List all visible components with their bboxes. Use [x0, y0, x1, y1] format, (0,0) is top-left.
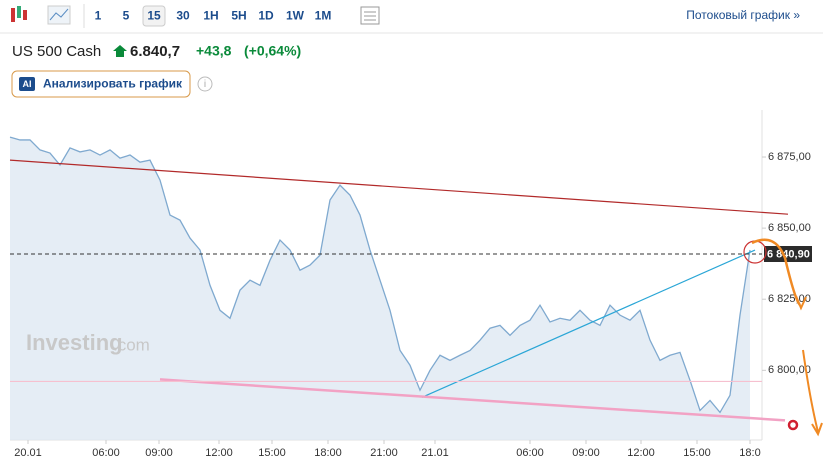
interval[interactable]: 30 [176, 9, 190, 23]
x-tick-label: 15:00 [683, 447, 711, 459]
watermark-suffix: .com [113, 335, 150, 354]
trend-line [421, 249, 756, 398]
price: 6.840,7 [130, 43, 180, 60]
price-label: 6 840,90 [767, 248, 810, 260]
layout-icon[interactable] [360, 6, 380, 25]
ai-button[interactable] [11, 70, 191, 98]
x-tick-label: 09:00 [572, 447, 600, 459]
x-tick-label: 21:00 [370, 447, 398, 459]
target-circle [787, 419, 799, 431]
arrowhead [795, 295, 807, 311]
change-pct: (+0,64%) [244, 43, 301, 59]
x-tick-label: 15:00 [258, 447, 286, 459]
interval[interactable]: 15 [147, 9, 161, 23]
watermark: Investing [26, 330, 123, 355]
interval[interactable]: 1H [203, 9, 218, 23]
info-icon[interactable] [197, 76, 213, 92]
price-line [9, 136, 751, 414]
trend-line [159, 378, 786, 422]
x-tick-label: 18:00 [314, 447, 342, 459]
x-tick-label: 12:00 [205, 447, 233, 459]
candle-icon[interactable] [11, 6, 27, 22]
x-tick-label: 20.01 [14, 447, 42, 459]
x-tick-label: 21.01 [421, 447, 449, 459]
interval[interactable]: 1W [286, 9, 305, 23]
interval[interactable]: 1M [315, 9, 332, 23]
interval[interactable]: 1 [95, 9, 102, 23]
annotation-arrow-2 [802, 349, 819, 433]
up-arrow [113, 45, 127, 57]
x-tick-label: 18:0 [739, 447, 760, 459]
x-tick-label: 06:00 [92, 447, 120, 459]
info-i: i [204, 79, 206, 90]
y-tick-label: 6 850,00 [768, 222, 811, 234]
ai-badge: AI [23, 79, 32, 89]
interval-selected [142, 5, 166, 27]
x-tick-label: 09:00 [145, 447, 173, 459]
interval[interactable]: 5 [123, 9, 130, 23]
trend-line [9, 159, 789, 215]
price-label-bg [764, 246, 812, 262]
x-tick-label: 06:00 [516, 447, 544, 459]
arrowhead-2 [811, 422, 823, 437]
change: +43,8 [196, 43, 232, 59]
y-tick-label: 6 825,00 [768, 293, 811, 305]
y-tick-label: 6 875,00 [768, 151, 811, 163]
interval[interactable]: 1D [258, 9, 274, 23]
area-icon[interactable] [47, 5, 71, 25]
y-tick-label: 6 800,00 [768, 364, 811, 376]
area [10, 137, 750, 440]
stream-link[interactable]: Потоковый график » [686, 8, 800, 22]
instrument: US 500 Cash [12, 43, 101, 60]
ai-label: Анализировать график [43, 77, 183, 91]
x-tick-label: 12:00 [627, 447, 655, 459]
interval[interactable]: 5H [231, 9, 246, 23]
ai-badge-bg [19, 77, 35, 91]
